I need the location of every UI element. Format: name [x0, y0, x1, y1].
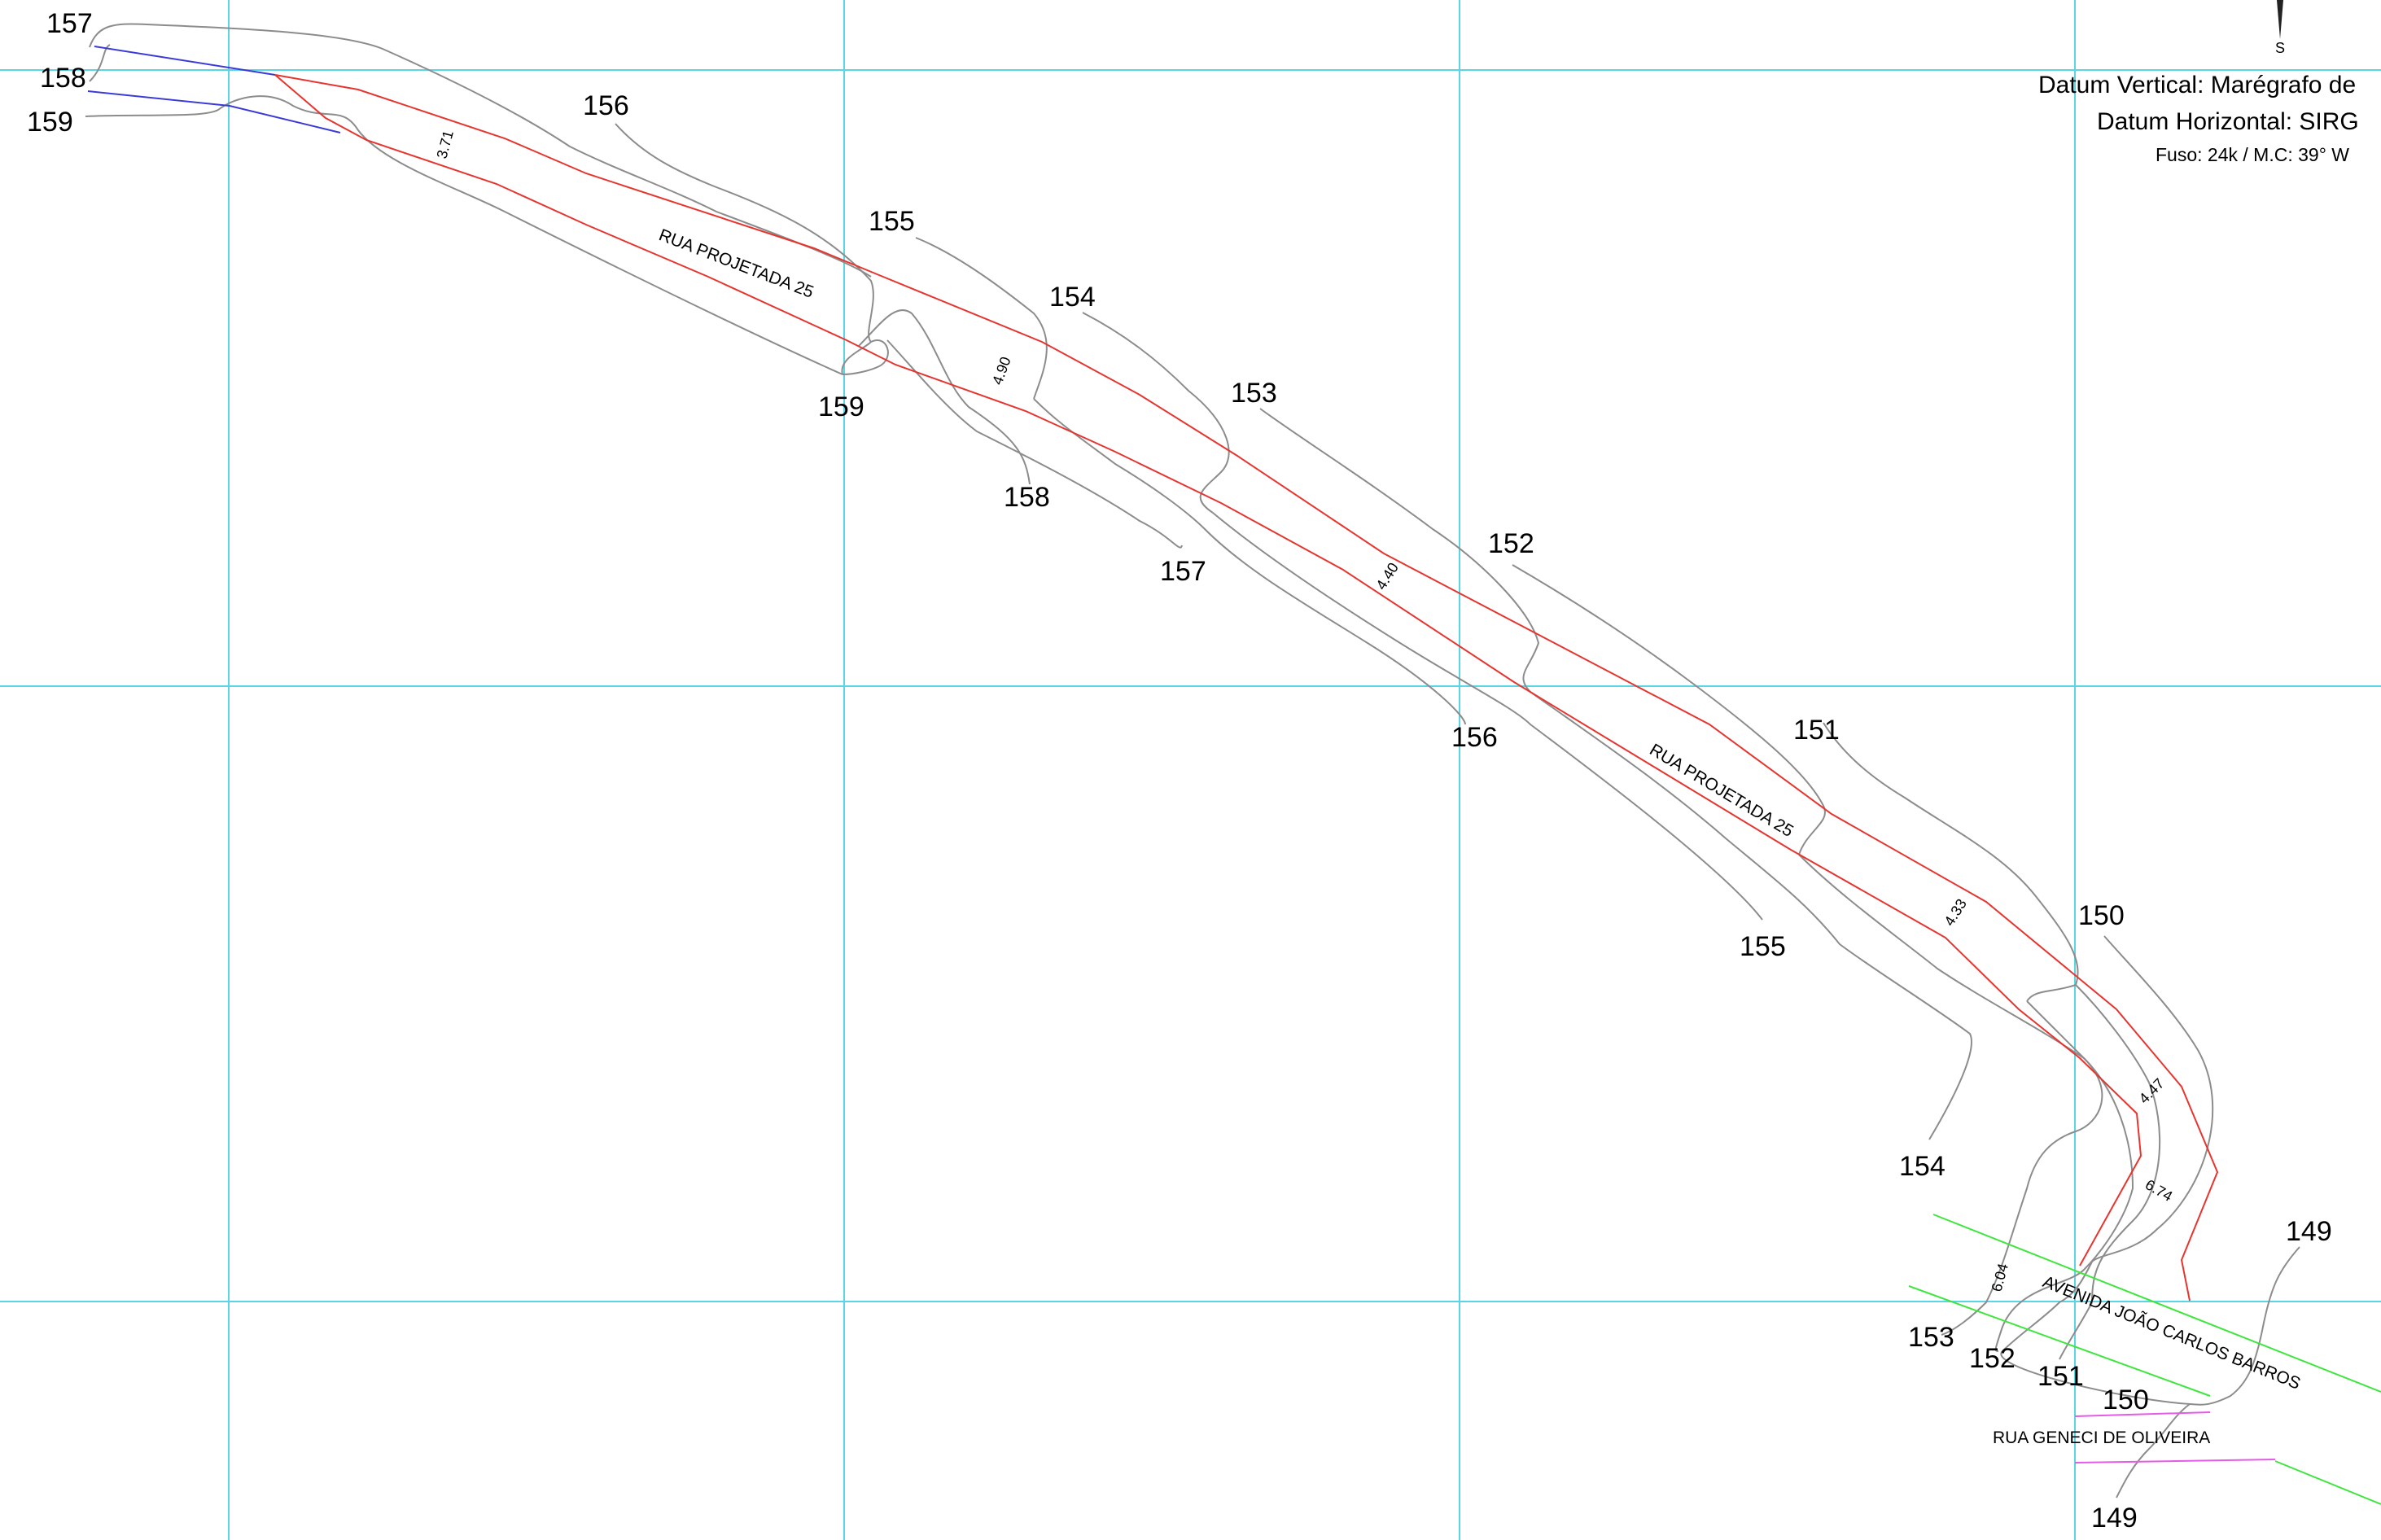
- rua-geneci-edge-south: [2074, 1459, 2276, 1463]
- road-edge-north: [274, 74, 2219, 1302]
- contour-label: 157: [46, 8, 93, 39]
- contour-label: 159: [818, 392, 864, 422]
- contour-150-north: [2091, 935, 2214, 1262]
- contour-label: 156: [583, 90, 629, 121]
- fuso-text: Fuso: 24k / M.C: 39° W: [2156, 144, 2349, 165]
- contour-labels: 157 158 159 156 155 154 153 152 151 150 …: [27, 8, 2332, 1533]
- north-arrow: S: [2275, 0, 2285, 56]
- contour-label: 152: [1969, 1343, 2016, 1374]
- avenida-edge-south-2: [2274, 1460, 2381, 1505]
- contour-157-south: [886, 339, 1183, 549]
- contour-154-north: [1082, 312, 1230, 514]
- datum-legend: Datum Vertical: Marégrafo de Datum Horiz…: [2038, 72, 2359, 165]
- contour-label: 158: [40, 63, 86, 94]
- road-width-labels: 3.71 4.90 4.40 4.33 4.47 6.74 6.04: [434, 129, 2176, 1293]
- contour-label: 156: [1451, 722, 1498, 753]
- contour-155-north: [915, 237, 1048, 400]
- legacy-line-1: [94, 46, 276, 76]
- north-arrow-icon: [2277, 0, 2283, 39]
- contour-label: 154: [1899, 1151, 1946, 1182]
- contour-153-north: [1259, 408, 1540, 693]
- contour-label: 157: [1160, 556, 1206, 587]
- contour-label: 159: [27, 107, 73, 138]
- contour-149-south: [2116, 1403, 2191, 1498]
- contour-label: 151: [1793, 715, 1840, 746]
- contour-label: 152: [1488, 528, 1534, 559]
- contour-label: 149: [2286, 1216, 2332, 1247]
- contour-label: 149: [2091, 1503, 2138, 1533]
- contour-156-north: [615, 123, 874, 343]
- width-label: 4.90: [989, 355, 1014, 387]
- contour-label: 153: [1231, 378, 1277, 409]
- contour-152-south: [1994, 1000, 2134, 1352]
- width-label: 4.47: [2136, 1075, 2168, 1107]
- contour-151-north: [1823, 722, 2079, 1002]
- rua-geneci-edges: [2074, 1411, 2276, 1463]
- contour-152-north: [1512, 564, 1826, 855]
- contour-label: 150: [2103, 1385, 2149, 1415]
- rua-geneci-edge-north: [2074, 1411, 2211, 1417]
- width-label: 6.04: [1989, 1262, 2011, 1293]
- contour-label: 154: [1049, 282, 1096, 313]
- road-edge-south: [274, 74, 2142, 1267]
- contour-158-south: [858, 309, 1031, 485]
- contour-154-south: [1530, 691, 1972, 1140]
- contour-label: 158: [1004, 482, 1050, 513]
- datum-vertical-text: Datum Vertical: Marégrafo de: [2038, 72, 2356, 98]
- legacy-lines: [87, 46, 341, 133]
- width-label: 4.40: [1372, 560, 1402, 593]
- contour-label: 151: [2037, 1361, 2084, 1392]
- datum-horizontal-text: Datum Horizontal: SIRG: [2097, 108, 2359, 135]
- avenida-edges: [1908, 1214, 2381, 1505]
- contour-label: 155: [869, 206, 915, 237]
- contour-151-south: [2059, 984, 2161, 1360]
- legacy-line-2: [87, 90, 341, 133]
- contour-label: 150: [2078, 900, 2125, 931]
- width-label: 3.71: [434, 129, 457, 160]
- road-edges: [274, 74, 2219, 1302]
- contour-159-top: [85, 95, 843, 375]
- contour-157-top: [89, 23, 872, 278]
- contour-149-right: [2189, 1246, 2300, 1406]
- contour-150-south: [2000, 1261, 2191, 1405]
- street-label-rua-projetada: RUA PROJETADA 25: [1646, 741, 1797, 842]
- contour-label: 153: [1908, 1322, 1954, 1353]
- contour-158-top: [89, 44, 111, 82]
- width-label: 4.33: [1941, 896, 1970, 929]
- contour-156-south: [1033, 398, 1466, 725]
- contour-155-south: [1212, 512, 1763, 921]
- street-label-rua-geneci: RUA GENECI DE OLIVEIRA: [1993, 1428, 2210, 1447]
- contour-159-south: [841, 339, 889, 375]
- contour-lines: [85, 23, 2300, 1498]
- avenida-edge-south: [1908, 1285, 2211, 1397]
- avenida-edge-north: [1932, 1214, 2381, 1393]
- north-arrow-label: S: [2275, 40, 2285, 56]
- contour-153-south: [1798, 854, 2103, 1336]
- contour-label: 155: [1740, 931, 1786, 962]
